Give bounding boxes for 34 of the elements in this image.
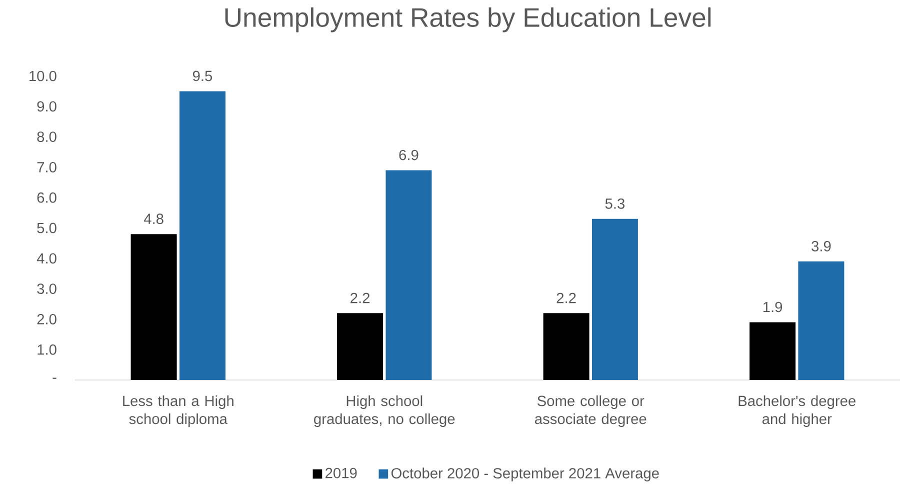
- y-tick-label: 1.0: [38, 344, 56, 355]
- bar: [386, 170, 432, 380]
- y-tick-label: 2.0: [37, 314, 56, 324]
- y-tick-label: 6.0: [37, 192, 56, 203]
- bar: [337, 313, 384, 380]
- y-tick-label: 8.0: [37, 132, 56, 142]
- bar: [750, 322, 796, 380]
- legend-label: 2019: [326, 468, 357, 478]
- y-tick-label: 10.0: [30, 70, 56, 82]
- y-tick-label: 7.0: [37, 162, 56, 172]
- data-label: 6.9: [399, 150, 418, 160]
- x-tick-label: Some college or associate degree: [535, 395, 646, 428]
- legend-label: October 2020 - September 2021 Average: [391, 468, 659, 482]
- y-tick-label: 5.0: [37, 222, 56, 234]
- y-tick-label: -: [52, 378, 56, 379]
- x-tick-label: Less than a High school diploma: [123, 395, 234, 428]
- data-label: 1.9: [763, 302, 782, 312]
- data-label: 3.9: [812, 241, 831, 252]
- bar: [592, 218, 638, 380]
- y-tick-label: 9.0: [37, 101, 56, 112]
- bar: [543, 313, 590, 380]
- data-label: 9.5: [192, 70, 212, 82]
- bar: [798, 261, 844, 380]
- data-label: 5.3: [605, 198, 625, 209]
- chart-title: Unemployment Rates by Education Level: [225, 7, 711, 32]
- y-tick-label: 3.0: [37, 284, 56, 294]
- bar: [179, 91, 226, 380]
- x-tick-label: High school graduates, no college: [314, 395, 455, 428]
- bar: [130, 234, 177, 380]
- data-label: 4.8: [144, 214, 164, 224]
- x-tick-label: Bachelor's degree and higher: [738, 395, 856, 428]
- y-tick-label: 4.0: [36, 253, 56, 264]
- data-label: 2.2: [350, 292, 370, 304]
- data-label: 2.2: [556, 292, 576, 304]
